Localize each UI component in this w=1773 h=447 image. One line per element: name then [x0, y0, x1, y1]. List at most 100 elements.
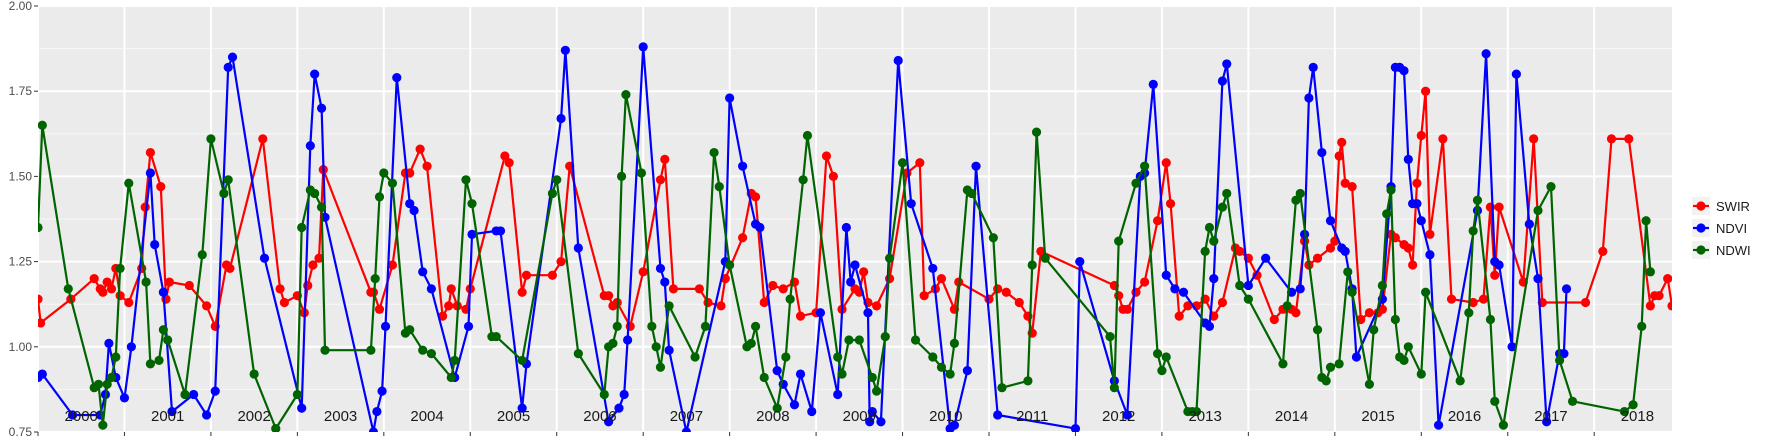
data-point-swir — [1494, 202, 1504, 212]
data-point-ndwi — [928, 352, 938, 362]
legend-label: NDVI — [1716, 221, 1747, 236]
data-point-swir — [124, 297, 134, 308]
data-point-swir — [1438, 134, 1448, 144]
data-point-ndvi — [1295, 284, 1305, 294]
data-point-swir — [1598, 246, 1608, 256]
data-point-swir — [106, 284, 117, 294]
data-point-ndwi — [552, 175, 562, 185]
data-point-ndwi — [910, 335, 921, 345]
data-point-swir — [374, 304, 385, 314]
data-point-ndvi — [1170, 284, 1180, 294]
data-point-swir — [1152, 216, 1163, 226]
data-point-ndwi — [945, 369, 955, 379]
year-label: 2001 — [151, 408, 184, 425]
data-point-ndvi — [681, 427, 692, 432]
data-point-ndvi — [893, 55, 903, 66]
year-label: 2017 — [1534, 408, 1567, 425]
data-point-ndwi — [612, 321, 622, 331]
year-label: 2002 — [237, 408, 270, 425]
data-point-ndwi — [1472, 195, 1483, 205]
data-point-ndwi — [418, 345, 428, 355]
data-point-ndvi — [1416, 216, 1426, 226]
data-point-ndwi — [636, 168, 647, 178]
legend-item-ndvi: NDVI — [1692, 219, 1747, 237]
legend-key-point — [1696, 245, 1706, 255]
data-point-swir — [768, 280, 778, 291]
data-point-ndvi — [962, 366, 972, 376]
data-point-ndvi — [418, 267, 428, 277]
data-point-ndvi — [1122, 410, 1132, 420]
data-point-swir — [1529, 134, 1539, 144]
data-point-swir — [1001, 287, 1011, 297]
data-point-ndwi — [997, 383, 1007, 393]
data-point-swir — [279, 297, 289, 308]
data-point-swir — [556, 257, 566, 267]
data-point-swir — [308, 260, 318, 270]
data-point-ndwi — [1347, 287, 1357, 297]
data-point-ndwi — [709, 147, 719, 158]
data-point-ndwi — [1369, 325, 1379, 335]
data-point-ndvi — [1511, 69, 1521, 79]
data-point-ndvi — [38, 369, 47, 379]
data-point-swir — [225, 263, 235, 274]
data-point-swir — [1408, 260, 1418, 270]
data-point-ndwi — [316, 202, 327, 212]
data-point-ndvi — [815, 308, 826, 318]
year-label: 2003 — [324, 408, 357, 425]
data-point-ndvi — [1325, 216, 1336, 226]
data-point-swir — [98, 287, 108, 297]
data-point-swir — [668, 284, 679, 294]
data-point-ndwi — [1377, 280, 1387, 291]
data-point-ndwi — [988, 233, 998, 243]
data-point-ndvi — [795, 369, 806, 379]
data-point-swir — [1425, 229, 1435, 239]
data-point-swir — [1235, 246, 1245, 256]
data-point-ndwi — [759, 372, 769, 383]
data-point-swir — [1645, 301, 1655, 311]
data-point-swir — [38, 294, 43, 304]
data-point-ndvi — [1070, 423, 1081, 432]
data-point-ndvi — [949, 420, 960, 430]
data-point-ndvi — [1075, 257, 1085, 267]
data-point-ndvi — [1217, 76, 1228, 86]
data-point-ndvi — [1243, 280, 1253, 291]
data-point-ndwi — [1204, 222, 1215, 233]
data-point-ndwi — [1533, 205, 1543, 216]
y-tick-label: 2.00 — [9, 0, 33, 13]
data-point-ndvi — [660, 277, 670, 287]
data-point-ndwi — [1161, 352, 1171, 362]
data-point-swir — [984, 294, 994, 304]
data-point-ndwi — [405, 325, 415, 335]
data-point-ndwi — [1464, 308, 1474, 318]
data-point-swir — [936, 274, 947, 284]
data-point-swir — [1114, 291, 1124, 301]
data-point-ndwi — [1114, 236, 1124, 246]
data-point-ndwi — [1490, 396, 1500, 406]
data-point-swir — [638, 267, 648, 277]
data-point-ndvi — [772, 366, 782, 376]
data-point-ndwi — [1209, 236, 1219, 246]
data-point-swir — [919, 291, 929, 301]
data-point-ndwi — [647, 321, 657, 331]
data-point-ndvi — [167, 406, 177, 417]
data-point-swir — [1269, 314, 1279, 325]
year-label: 2013 — [1188, 408, 1221, 425]
data-point-ndwi — [1282, 301, 1292, 311]
data-point-ndwi — [1278, 359, 1288, 369]
data-point-ndwi — [206, 134, 216, 144]
data-point-swir — [750, 192, 761, 202]
data-point-swir — [164, 277, 175, 287]
data-point-swir — [859, 267, 869, 277]
data-point-swir — [1014, 297, 1024, 308]
data-point-swir — [1347, 182, 1357, 192]
year-label: 2016 — [1448, 408, 1481, 425]
data-point-ndvi — [1161, 270, 1171, 280]
data-point-ndwi — [798, 175, 808, 185]
data-point-swir — [89, 274, 99, 284]
data-point-ndvi — [380, 321, 391, 331]
data-point-ndvi — [1399, 66, 1409, 76]
year-label: 2010 — [929, 408, 962, 425]
data-point-ndvi — [150, 239, 160, 250]
data-point-ndvi — [850, 260, 860, 270]
